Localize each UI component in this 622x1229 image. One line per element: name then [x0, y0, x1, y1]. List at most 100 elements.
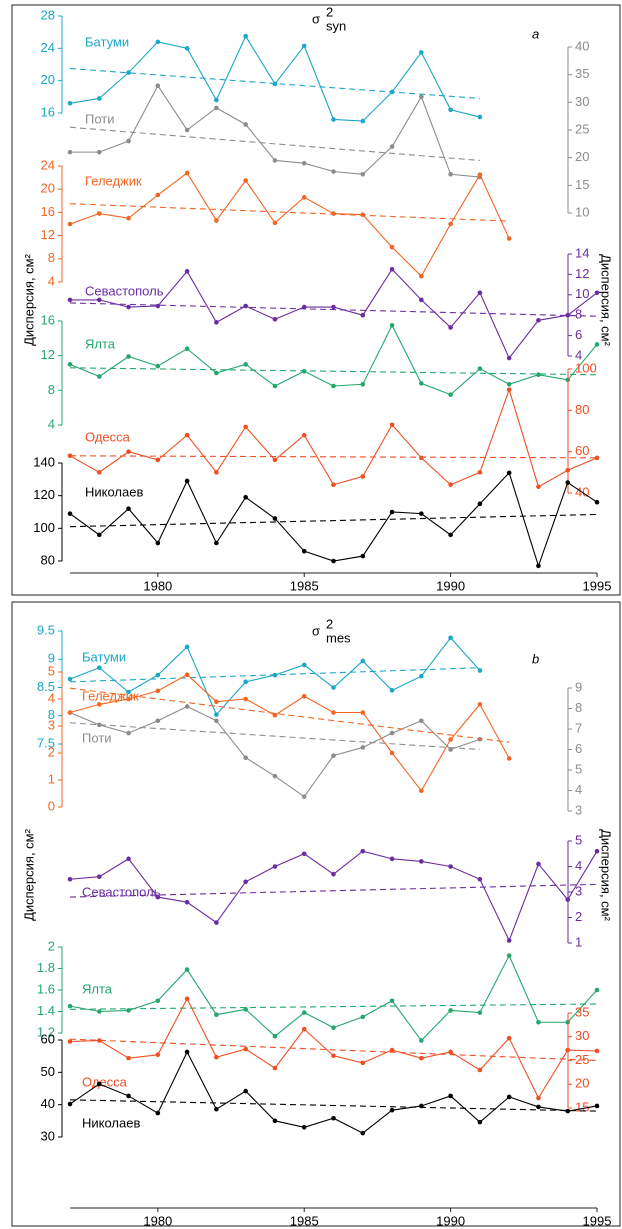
y-tick-label: 3 [575, 883, 582, 898]
data-point [419, 788, 424, 794]
data-point [272, 158, 278, 163]
data-point [448, 635, 453, 641]
data-point [96, 702, 102, 707]
data-point [331, 169, 336, 174]
data-point [448, 482, 453, 488]
y-tick-label: 35 [575, 66, 589, 81]
data-point [126, 856, 131, 862]
data-point [214, 470, 219, 475]
data-point [155, 457, 161, 463]
y-tick-label: 15 [575, 1099, 589, 1114]
data-point [214, 105, 219, 111]
data-point [155, 688, 161, 694]
data-point [594, 290, 600, 296]
data-point [448, 1093, 453, 1099]
x-tick-label: 1985 [290, 578, 319, 593]
data-point [96, 149, 102, 155]
data-point [67, 1101, 73, 1107]
data-point [272, 773, 278, 779]
x-tick-label: 1995 [583, 578, 612, 593]
y-tick-label: 16 [41, 204, 55, 219]
y-tick-label: 40 [575, 38, 589, 53]
data-point [243, 1007, 248, 1012]
data-point [477, 876, 483, 882]
y-tick-label: 4 [575, 782, 582, 797]
title-subscript: syn [326, 18, 346, 33]
series-line [69, 705, 481, 798]
data-point [419, 718, 424, 724]
y-tick-label: 25 [575, 121, 589, 136]
data-point [243, 755, 248, 760]
data-point [331, 558, 336, 564]
trend-line [69, 1003, 598, 1010]
y-tick-label: 40 [41, 1096, 55, 1111]
data-point [272, 1033, 278, 1039]
trend-line [69, 1038, 598, 1062]
data-point [184, 346, 190, 352]
data-point [67, 362, 73, 367]
data-point [67, 710, 73, 715]
data-point [360, 474, 366, 479]
data-point [155, 718, 161, 724]
data-point [155, 39, 161, 45]
y-tick-label: 2 [48, 938, 55, 953]
y-tick-label: 120 [33, 487, 55, 502]
data-point [565, 480, 571, 485]
data-point [389, 509, 395, 515]
data-point [331, 871, 336, 877]
y-tick-label: 2 [575, 909, 582, 924]
data-point [419, 381, 424, 386]
data-point [184, 46, 190, 51]
data-point [389, 730, 395, 736]
y-tick-label: 8 [48, 382, 55, 397]
data-point [506, 381, 512, 387]
data-point [360, 658, 366, 664]
data-point [389, 144, 395, 149]
data-point [477, 1067, 483, 1073]
y-tick-label: 6 [575, 327, 582, 342]
data-point [96, 297, 102, 303]
data-point [184, 478, 190, 484]
data-point [301, 662, 307, 668]
data-point [67, 1039, 73, 1044]
y-tick-label: 80 [41, 552, 55, 567]
y-tick-label: 12 [41, 347, 55, 362]
data-point [419, 1038, 424, 1043]
data-point [67, 101, 73, 106]
series-label: Севастополь [85, 283, 164, 298]
data-point [214, 1054, 219, 1060]
data-point [477, 114, 483, 120]
y-tick-label: 20 [575, 149, 589, 164]
data-point [96, 374, 102, 379]
data-point [301, 1125, 307, 1130]
y-tick-label: 5 [575, 761, 582, 776]
data-point [506, 953, 512, 958]
data-point [506, 470, 512, 476]
trend-line [69, 302, 598, 317]
y-tick-label: 9 [575, 679, 582, 694]
data-point [126, 696, 131, 702]
x-tick-label: 1990 [436, 1213, 465, 1228]
series-label: Поти [85, 111, 115, 126]
data-point [477, 290, 483, 296]
data-point [184, 1049, 190, 1055]
y-tick-label: 5 [48, 663, 55, 678]
data-point [331, 482, 336, 488]
data-point [536, 1104, 541, 1110]
data-point [126, 506, 131, 512]
data-point [243, 696, 248, 702]
y-tick-label: 0 [48, 798, 55, 813]
y-tick-label: 1 [48, 771, 55, 786]
data-point [389, 998, 395, 1004]
data-point [594, 455, 600, 461]
data-point [214, 1012, 219, 1018]
data-point [448, 864, 453, 869]
data-point [126, 215, 131, 221]
data-point [214, 218, 219, 223]
data-point [477, 668, 483, 673]
series-line [70, 84, 480, 178]
series-line [69, 35, 481, 122]
data-point [214, 718, 219, 724]
data-point [272, 516, 278, 521]
trend-line [69, 203, 510, 222]
